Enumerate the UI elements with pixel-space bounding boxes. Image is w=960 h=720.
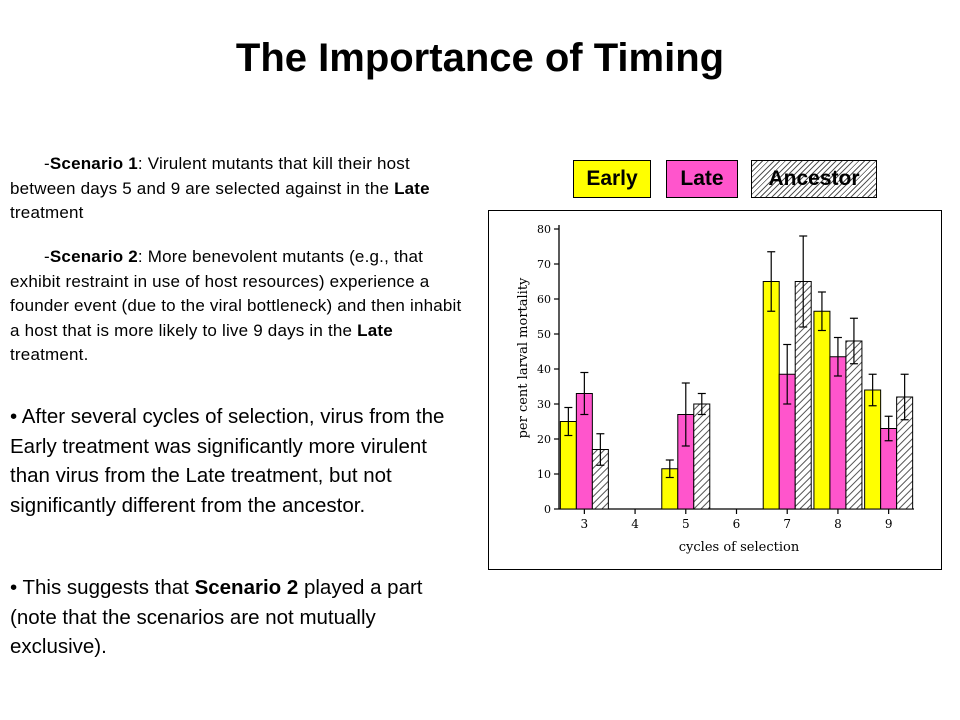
scenario-2-text-b: treatment. (10, 345, 89, 364)
scenario-2-paragraph: -Scenario 2: More benevolent mutants (e.… (10, 245, 472, 368)
y-tick-label: 10 (537, 468, 551, 481)
bar-early-cycle-7 (762, 281, 780, 510)
scenario-1-label: Scenario 1 (49, 154, 138, 173)
scenario-2-late: Late (357, 320, 393, 340)
bar-ancestor-cycle-8 (845, 340, 863, 510)
mortality-bar-chart: 0 10 20 30 40 50 60 70 80 3 4 5 6 7 8 9 per cent larval… (516, 223, 914, 555)
bar-ancestor-cycle-5 (693, 403, 711, 510)
bullet-2-text-a: This suggests that (17, 576, 195, 599)
bar-early-cycle-8 (813, 310, 831, 510)
chart-error-bars (564, 235, 909, 479)
bullet-1-text: After several cycles of selection, virus… (10, 405, 445, 517)
scenario-1-dash: - (44, 154, 50, 173)
bullet-2-bold: Scenario 2 (194, 576, 299, 599)
scenario-1-late: Late (394, 178, 430, 198)
y-tick-label: 50 (537, 328, 551, 341)
scenario-1-text-a: : Virulent mutants that kill their host … (10, 154, 410, 198)
x-tick-label: 9 (885, 517, 893, 531)
scenario-2-label: Scenario 2 (49, 247, 138, 266)
legend-late: Late (666, 160, 738, 198)
y-tick-label: 80 (537, 223, 551, 236)
bullet-1-marker: • (10, 405, 18, 428)
x-tick-label: 4 (631, 517, 639, 531)
bullet-point-1: • After several cycles of selection, vir… (10, 402, 460, 520)
y-tick-label: 70 (537, 258, 551, 271)
x-tick-label: 5 (682, 517, 690, 531)
y-tick-label: 30 (537, 398, 551, 411)
slide-title: The Importance of Timing (235, 36, 725, 80)
y-tick-label: 40 (537, 363, 551, 376)
chart-frame: 0 10 20 30 40 50 60 70 80 3 4 5 6 7 8 9 per cent larval… (488, 210, 942, 570)
x-tick-label: 8 (834, 517, 842, 531)
bar-early-cycle-9 (864, 389, 882, 510)
x-axis-label: cycles of selection (679, 540, 800, 555)
bullet-point-2: • This suggests that Scenario 2 played a… (10, 573, 460, 662)
x-tick-label: 7 (783, 517, 791, 531)
bullet-2-marker: • (10, 576, 18, 599)
scenario-2-text-a: : More benevolent mutants (e.g., that ex… (10, 247, 462, 340)
y-tick-label: 20 (537, 433, 551, 446)
bar-late-cycle-8 (829, 356, 847, 510)
chart-bars (559, 281, 914, 510)
legend-early: Early (573, 160, 651, 198)
bullet-2-text-b: played a part (note that the scenarios a… (10, 576, 423, 658)
x-tick-label: 3 (581, 517, 589, 531)
y-tick-label: 0 (544, 503, 551, 516)
x-tick-label: 6 (733, 517, 741, 531)
scenario-1-paragraph: -Scenario 1: Virulent mutants that kill … (10, 152, 472, 226)
legend-ancestor: Ancestor (751, 160, 877, 198)
scenario-2-dash: - (44, 247, 50, 266)
y-tick-label: 60 (537, 293, 551, 306)
y-axis-label: per cent larval mortality (516, 277, 531, 438)
scenario-1-text-b: treatment (10, 203, 84, 222)
